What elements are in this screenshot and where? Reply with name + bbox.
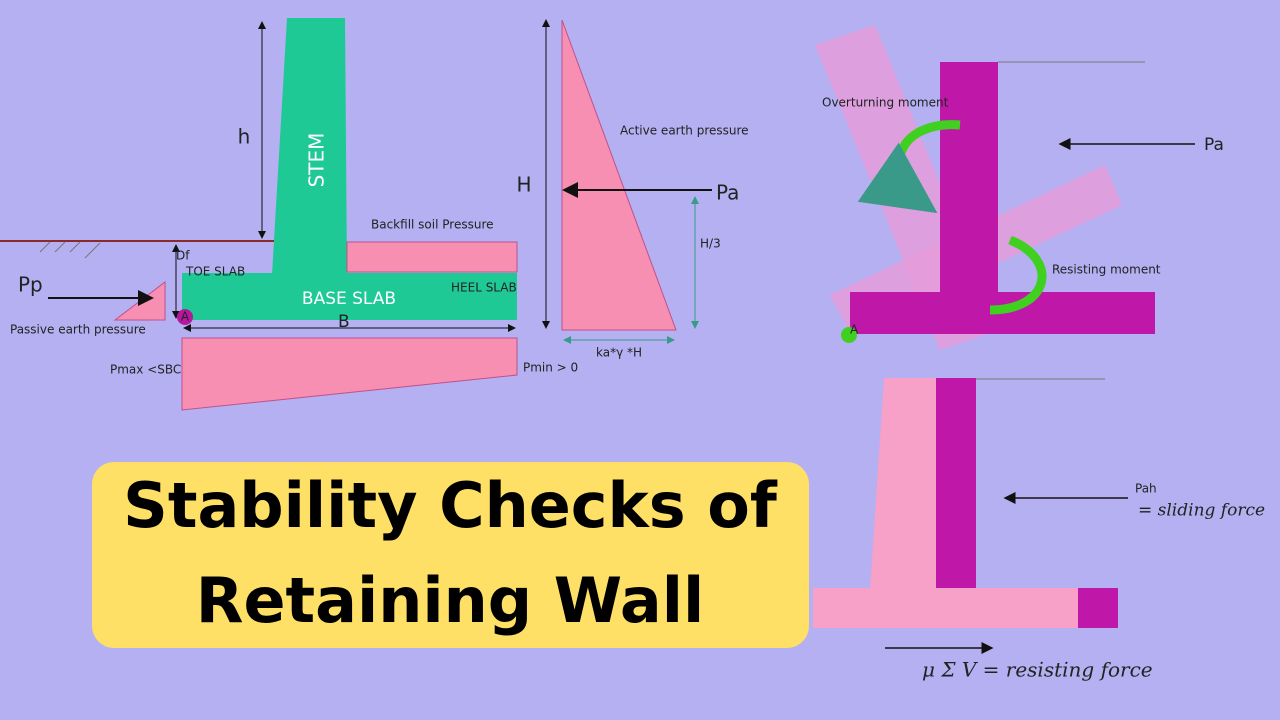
pah-label: Pah <box>1135 482 1157 496</box>
overturning-arrow <box>857 120 961 214</box>
pa-label: Pa <box>716 181 739 205</box>
df-label: Df <box>176 249 190 263</box>
passive-label: Passive earth pressure <box>10 323 146 337</box>
pa-2-label: Pa <box>1204 135 1224 155</box>
resisting-force-label: μ Σ V = resisting force <box>922 658 1153 682</box>
base-slab <box>182 273 517 320</box>
overturning-label: Overturning moment <box>822 96 949 110</box>
base-front <box>813 588 1078 628</box>
backfill-pressure <box>346 241 518 273</box>
big-h-label: H <box>516 173 531 197</box>
h-label: h <box>238 125 251 149</box>
wall-diagram: STEM A h Df TOE SLAB BASE SLAB HEEL SLAB… <box>0 18 578 411</box>
b-label: B <box>338 312 350 332</box>
point-a-2-label: A <box>850 323 859 337</box>
pmax-label: Pmax <SBC <box>110 363 181 377</box>
title-line: Stability Checks of <box>123 469 778 542</box>
active-pressure-triangle <box>561 19 677 331</box>
backfill-label: Backfill soil Pressure <box>371 218 494 232</box>
heel-slab-label: HEEL SLAB <box>451 281 517 295</box>
hatching <box>39 241 101 259</box>
sliding-label: = sliding force <box>1138 501 1265 521</box>
resisting-label: Resisting moment <box>1052 263 1161 277</box>
active-pressure-diagram: H Pa Active earth pressure H/3 ka*γ *H <box>516 19 749 360</box>
base-back <box>1078 588 1118 628</box>
resisting-arrow <box>989 235 1047 315</box>
point-a-2 <box>841 327 857 343</box>
base-label: ka*γ *H <box>596 346 642 360</box>
pmin-label: Pmin > 0 <box>523 361 578 375</box>
overturning-diagram: A Overturning moment Pa Resisting moment <box>815 25 1224 350</box>
h3-label: H/3 <box>700 237 721 251</box>
toe-slab-label: TOE SLAB <box>185 265 245 279</box>
pp-label: Pp <box>18 273 43 297</box>
sliding-diagram: Pah = sliding force μ Σ V = resisting fo… <box>813 378 1265 682</box>
base-pressure <box>181 337 518 411</box>
stem-label: STEM <box>305 133 329 188</box>
stem-back <box>936 378 976 590</box>
stem <box>272 18 347 275</box>
point-a <box>177 309 193 325</box>
title-box <box>92 462 809 648</box>
point-a-label: A <box>181 310 190 324</box>
stem-front <box>870 378 936 590</box>
active-label: Active earth pressure <box>620 124 749 138</box>
title-line: Retaining Wall <box>196 564 705 637</box>
stem-2 <box>940 62 998 294</box>
base-slab-label: BASE SLAB <box>302 289 396 309</box>
